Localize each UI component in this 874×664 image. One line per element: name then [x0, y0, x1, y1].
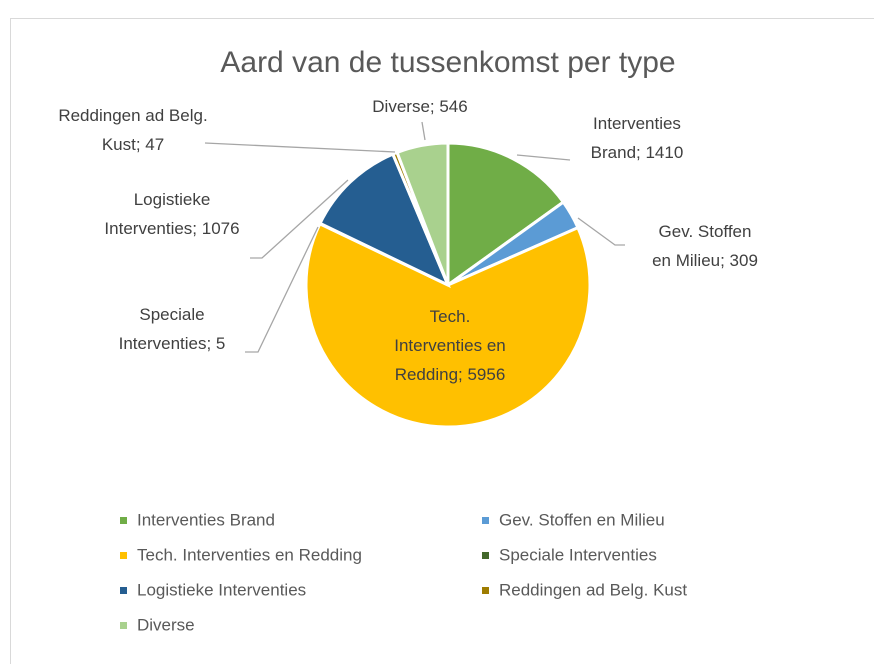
- legend-marker: [120, 552, 127, 559]
- legend-marker: [120, 622, 127, 629]
- legend-marker: [482, 587, 489, 594]
- pie-slice: [318, 152, 451, 289]
- data-label: Diverse; 546: [372, 97, 467, 116]
- legend-label: Logistieke Interventies: [137, 580, 306, 599]
- leader-line: [516, 154, 571, 161]
- legend-marker: [482, 552, 489, 559]
- leader-line: [421, 121, 426, 141]
- data-label: Gev. Stoffen en Milieu; 309: [652, 222, 758, 270]
- chart-title: Aard van de tussenkomst per type: [220, 46, 675, 79]
- leader-line: [577, 217, 625, 246]
- leader-line: [250, 179, 349, 259]
- legend-label: Interventies Brand: [137, 510, 275, 529]
- data-label: Logistieke Interventies; 1076: [104, 190, 239, 238]
- leader-line: [245, 226, 319, 353]
- pie-slice: [395, 141, 450, 286]
- data-label: Tech. Interventies en Redding; 5956: [394, 307, 506, 384]
- leader-line: [204, 142, 396, 153]
- data-label: Interventies Brand; 1410: [591, 114, 684, 162]
- legend-label: Reddingen ad Belg. Kust: [499, 580, 687, 599]
- legend-label: Tech. Interventies en Redding: [137, 545, 362, 564]
- legend-label: Diverse: [137, 615, 195, 634]
- legend-marker: [482, 517, 489, 524]
- data-label: Speciale Interventies; 5: [119, 305, 226, 353]
- data-label: Reddingen ad Belg. Kust; 47: [58, 106, 207, 154]
- legend-marker: [120, 517, 127, 524]
- legend-label: Speciale Interventies: [499, 545, 657, 564]
- pie-slice: [446, 141, 566, 288]
- legend-marker: [120, 587, 127, 594]
- pie-slice: [304, 221, 592, 429]
- legend-label: Gev. Stoffen en Milieu: [499, 510, 665, 529]
